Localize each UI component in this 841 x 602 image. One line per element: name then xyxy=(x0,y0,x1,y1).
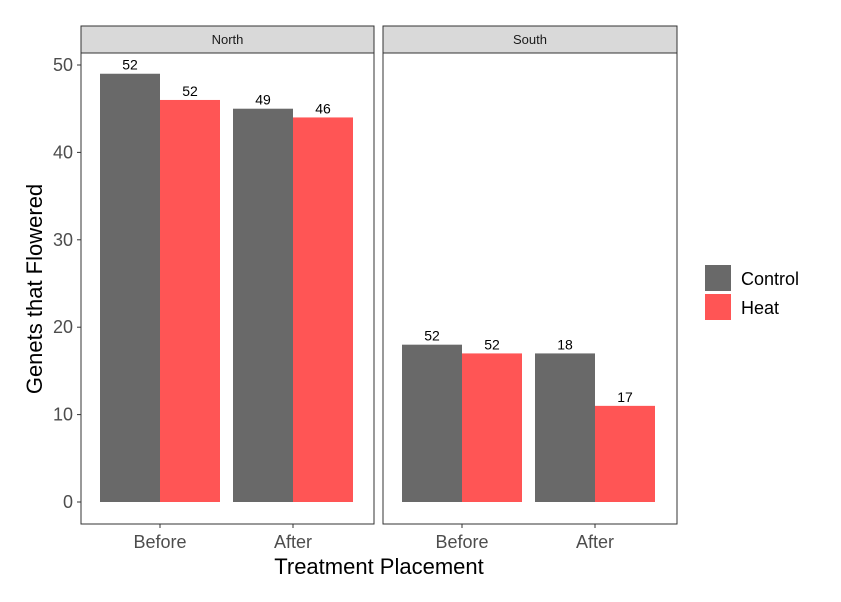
data-label: 52 xyxy=(182,83,198,99)
x-tick-label: Before xyxy=(133,532,186,552)
legend-key-heat xyxy=(705,294,731,320)
y-axis: 0 10 20 30 40 50 xyxy=(53,55,81,512)
data-label: 18 xyxy=(557,336,573,352)
legend: Control Heat xyxy=(705,265,799,320)
x-tick-label: After xyxy=(274,532,312,552)
y-tick-label: 40 xyxy=(53,142,73,162)
bar-south-after-control xyxy=(535,353,595,502)
data-label: 46 xyxy=(315,100,331,116)
bar-south-before-control xyxy=(402,344,462,502)
data-label: 49 xyxy=(255,92,271,108)
x-axis-title: Treatment Placement xyxy=(274,554,484,579)
facet-north: North 52 52 49 46 Before After xyxy=(80,25,375,552)
bar-north-after-heat xyxy=(293,117,353,502)
x-tick-label: After xyxy=(576,532,614,552)
bar-north-before-heat xyxy=(160,99,220,503)
legend-label-control: Control xyxy=(741,269,799,289)
y-tick-label: 10 xyxy=(53,405,73,425)
facet-panels: North 52 52 49 46 Before After South 52 52 18 17 Bef… xyxy=(80,25,678,552)
panel-border xyxy=(80,52,375,525)
y-tick-label: 50 xyxy=(53,55,73,75)
facet-strip-label: North xyxy=(212,32,244,47)
bar-south-before-heat xyxy=(462,353,522,502)
bar-south-after-heat xyxy=(595,405,655,502)
x-tick-label: Before xyxy=(435,532,488,552)
panel-border xyxy=(382,52,678,525)
data-label: 52 xyxy=(424,328,440,344)
bar-north-after-control xyxy=(233,108,293,502)
data-label: 17 xyxy=(617,389,633,405)
legend-key-control xyxy=(705,265,731,291)
facet-strip-label: South xyxy=(513,32,547,47)
bar-north-before-control xyxy=(100,73,160,503)
y-axis-title: Genets that Flowered xyxy=(22,184,47,394)
y-tick-label: 0 xyxy=(63,492,73,512)
y-tick-label: 20 xyxy=(53,317,73,337)
legend-label-heat: Heat xyxy=(741,298,779,318)
data-label: 52 xyxy=(484,336,500,352)
y-tick-label: 30 xyxy=(53,230,73,250)
facet-south: South 52 52 18 17 Before After xyxy=(382,25,678,552)
facet-strip xyxy=(382,25,678,54)
data-label: 52 xyxy=(122,57,138,73)
